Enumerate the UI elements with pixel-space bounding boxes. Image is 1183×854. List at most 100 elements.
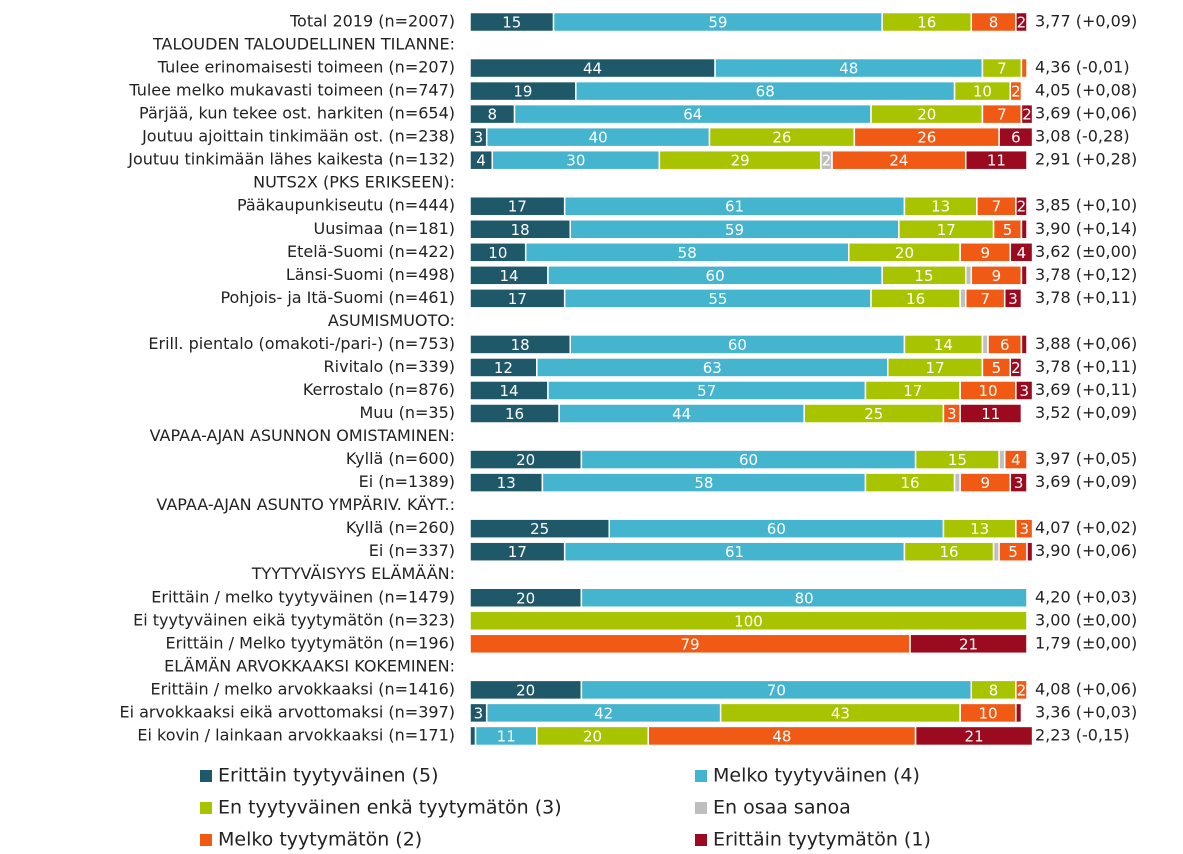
segment-label: 18 xyxy=(511,221,530,239)
mean-annotation: 3,78 (+0,11) xyxy=(1035,357,1137,376)
segment-label: 60 xyxy=(728,336,747,354)
segment-label: 26 xyxy=(917,129,936,147)
category-label: Kyllä (n=260) xyxy=(346,518,455,537)
segment-label: 17 xyxy=(508,543,527,561)
segment-label: 58 xyxy=(678,244,697,262)
segment-label: 14 xyxy=(499,382,518,400)
segment-label: 3 xyxy=(474,129,484,147)
mean-annotation: 3,90 (+0,14) xyxy=(1035,219,1137,238)
segment-label: 2 xyxy=(1017,198,1027,216)
segment-label: 57 xyxy=(697,382,716,400)
segment-label: 59 xyxy=(708,14,727,32)
segment-label: 64 xyxy=(683,106,702,124)
segment-label: 16 xyxy=(917,14,936,32)
segment-label: 11 xyxy=(987,152,1006,170)
segment-label: 13 xyxy=(497,474,516,492)
segment-label: 13 xyxy=(931,198,950,216)
segment-label: 17 xyxy=(903,382,922,400)
category-label: Total 2019 (n=2007) xyxy=(289,12,455,31)
category-label: Ei arvokkaaksi eikä arvottomaksi (n=397) xyxy=(119,702,455,721)
segment-label: 15 xyxy=(914,267,933,285)
mean-annotation: 3,78 (+0,11) xyxy=(1035,288,1137,307)
mean-annotation: 2,91 (+0,28) xyxy=(1035,150,1137,169)
segment-label: 20 xyxy=(583,727,602,745)
mean-annotation: 4,07 (+0,02) xyxy=(1035,518,1137,537)
segment-label: 70 xyxy=(767,681,786,699)
category-label: TALOUDEN TALOUDELLINEN TILANNE: xyxy=(152,35,455,54)
legend-label: Melko tyytymätön (2) xyxy=(218,829,422,851)
bar-segment xyxy=(1009,80,1023,102)
segment-label: 3 xyxy=(947,405,957,423)
segment-label: 10 xyxy=(973,83,992,101)
category-label: Ei tyytyväinen eikä tyytymätön (n=323) xyxy=(133,610,455,629)
bar-segment xyxy=(998,449,1006,470)
segment-label: 9 xyxy=(980,474,990,492)
segment-label: 10 xyxy=(978,704,997,722)
segment-label: 63 xyxy=(703,359,722,377)
category-label: Kerrostalo (n=876) xyxy=(303,380,455,399)
segment-label: 20 xyxy=(895,244,914,262)
bar-segment xyxy=(1015,11,1028,33)
segment-label: 68 xyxy=(756,83,775,101)
legend-label: En osaa sanoa xyxy=(713,797,851,819)
category-label: ELÄMÄN ARVOKKAAKSI KOKEMINEN: xyxy=(164,656,455,675)
category-label: Ei (n=1389) xyxy=(359,472,455,491)
segment-label: 3 xyxy=(1019,520,1029,538)
category-label: Muu (n=35) xyxy=(359,403,455,422)
segment-label: 11 xyxy=(981,405,1000,423)
category-label: Kyllä (n=600) xyxy=(346,449,455,468)
segment-label: 3 xyxy=(474,704,484,722)
mean-annotation: 4,08 (+0,06) xyxy=(1035,679,1137,698)
segment-label: 4 xyxy=(476,152,486,170)
segment-label: 4 xyxy=(1011,451,1021,469)
segment-label: 3 xyxy=(1019,382,1029,400)
segment-label: 13 xyxy=(970,520,989,538)
bar-segment xyxy=(914,725,1034,747)
bar-segment xyxy=(959,403,1023,424)
mean-annotation: 2,23 (-0,15) xyxy=(1035,725,1130,744)
segment-label: 6 xyxy=(1000,336,1010,354)
bar-segment xyxy=(992,541,1000,562)
legend-label: Erittäin tyytymätön (1) xyxy=(713,829,931,851)
segment-label: 59 xyxy=(725,221,744,239)
bar-segment xyxy=(1020,103,1034,125)
bar-segment xyxy=(1020,57,1028,79)
segment-label: 8 xyxy=(989,681,999,699)
mean-annotation: 4,20 (+0,03) xyxy=(1035,587,1137,606)
mean-annotation: 3,62 (±0,00) xyxy=(1035,242,1137,261)
segment-label: 25 xyxy=(864,405,883,423)
legend-swatch xyxy=(695,802,707,814)
category-label: Ei kovin / lainkaan arvokkaaksi (n=171) xyxy=(137,725,455,744)
mean-annotation: 3,52 (+0,09) xyxy=(1035,403,1137,422)
segment-label: 11 xyxy=(497,727,516,745)
segment-label: 24 xyxy=(889,152,908,170)
segment-label: 79 xyxy=(680,635,699,653)
segment-label: 61 xyxy=(725,198,744,216)
mean-annotation: 3,85 (+0,10) xyxy=(1035,196,1137,215)
segment-label: 9 xyxy=(980,244,990,262)
category-label: Joutuu ajoittain tinkimään ost. (n=238) xyxy=(141,127,455,146)
segment-label: 80 xyxy=(795,589,814,607)
segment-label: 26 xyxy=(772,129,791,147)
category-label: Joutuu tinkimään lähes kaikesta (n=132) xyxy=(127,150,455,169)
category-label: ASUMISMUOTO: xyxy=(328,311,455,330)
mean-annotation: 1,79 (±0,00) xyxy=(1035,633,1137,652)
legend-swatch xyxy=(200,834,212,846)
segment-label: 17 xyxy=(508,198,527,216)
segment-label: 25 xyxy=(530,520,549,538)
segment-label: 9 xyxy=(992,267,1002,285)
segment-label: 21 xyxy=(959,635,978,653)
bar-segment xyxy=(580,587,1028,608)
segment-label: 2 xyxy=(1011,83,1021,101)
legend-swatch xyxy=(200,802,212,814)
segment-label: 20 xyxy=(516,589,535,607)
segment-label: 5 xyxy=(992,359,1002,377)
segment-label: 44 xyxy=(672,405,691,423)
bar-segment xyxy=(1015,679,1028,701)
segment-label: 12 xyxy=(494,359,513,377)
segment-label: 16 xyxy=(505,405,524,423)
mean-annotation: 3,69 (+0,06) xyxy=(1035,104,1137,123)
legend-label: En tyytyväinen enkä tyytymätön (3) xyxy=(218,797,562,819)
mean-annotation: 3,36 (+0,03) xyxy=(1035,702,1137,721)
